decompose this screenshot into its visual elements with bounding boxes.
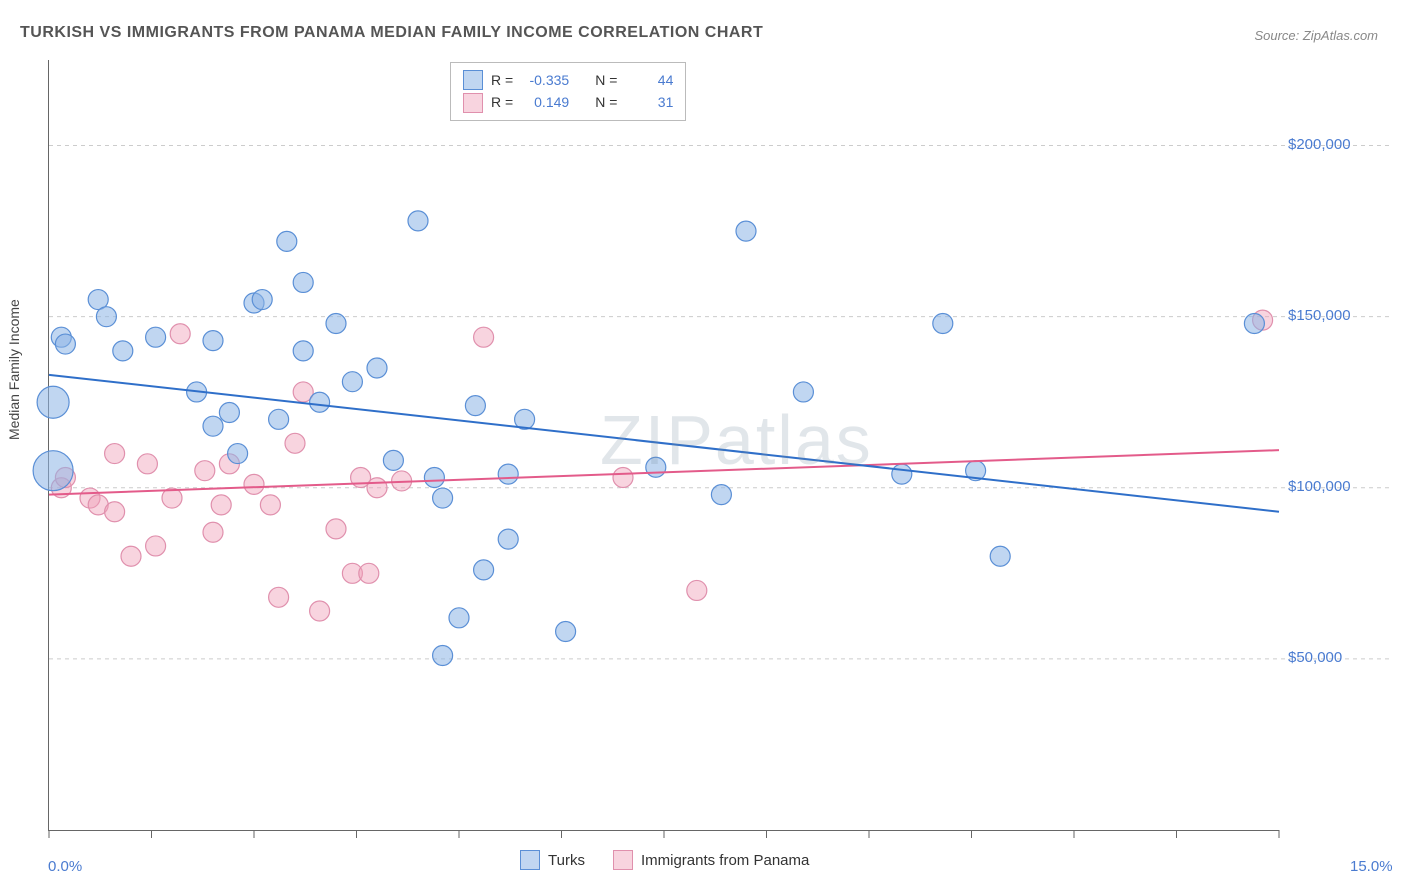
y-axis-title: Median Family Income xyxy=(6,299,22,440)
swatch-series1-bottom xyxy=(520,850,540,870)
swatch-series1 xyxy=(463,70,483,90)
source-attribution: Source: ZipAtlas.com xyxy=(1254,28,1378,43)
r-value-series1: -0.335 xyxy=(521,69,569,91)
n-value-series2: 31 xyxy=(625,91,673,113)
swatch-series2 xyxy=(463,93,483,113)
legend-item-series1: Turks xyxy=(520,850,585,870)
series-legend: Turks Immigrants from Panama xyxy=(520,850,809,870)
legend-label-series1: Turks xyxy=(548,852,585,869)
legend-row-series2: R = 0.149 N = 31 xyxy=(463,91,673,113)
swatch-series2-bottom xyxy=(613,850,633,870)
r-label: R = xyxy=(491,91,513,113)
y-tick-label: $100,000 xyxy=(1288,478,1351,495)
chart-title: TURKISH VS IMMIGRANTS FROM PANAMA MEDIAN… xyxy=(20,24,763,42)
correlation-legend: R = -0.335 N = 44 R = 0.149 N = 31 xyxy=(450,62,686,121)
chart-svg xyxy=(49,60,1279,830)
x-axis-max-label: 15.0% xyxy=(1350,858,1393,875)
y-tick-label: $50,000 xyxy=(1288,649,1342,666)
r-label: R = xyxy=(491,69,513,91)
legend-label-series2: Immigrants from Panama xyxy=(641,852,809,869)
n-value-series1: 44 xyxy=(625,69,673,91)
legend-item-series2: Immigrants from Panama xyxy=(613,850,809,870)
y-tick-label: $150,000 xyxy=(1288,307,1351,324)
x-axis-min-label: 0.0% xyxy=(48,858,82,875)
r-value-series2: 0.149 xyxy=(521,91,569,113)
legend-row-series1: R = -0.335 N = 44 xyxy=(463,69,673,91)
plot-area xyxy=(48,60,1279,831)
n-label: N = xyxy=(595,91,617,113)
n-label: N = xyxy=(595,69,617,91)
y-tick-label: $200,000 xyxy=(1288,136,1351,153)
